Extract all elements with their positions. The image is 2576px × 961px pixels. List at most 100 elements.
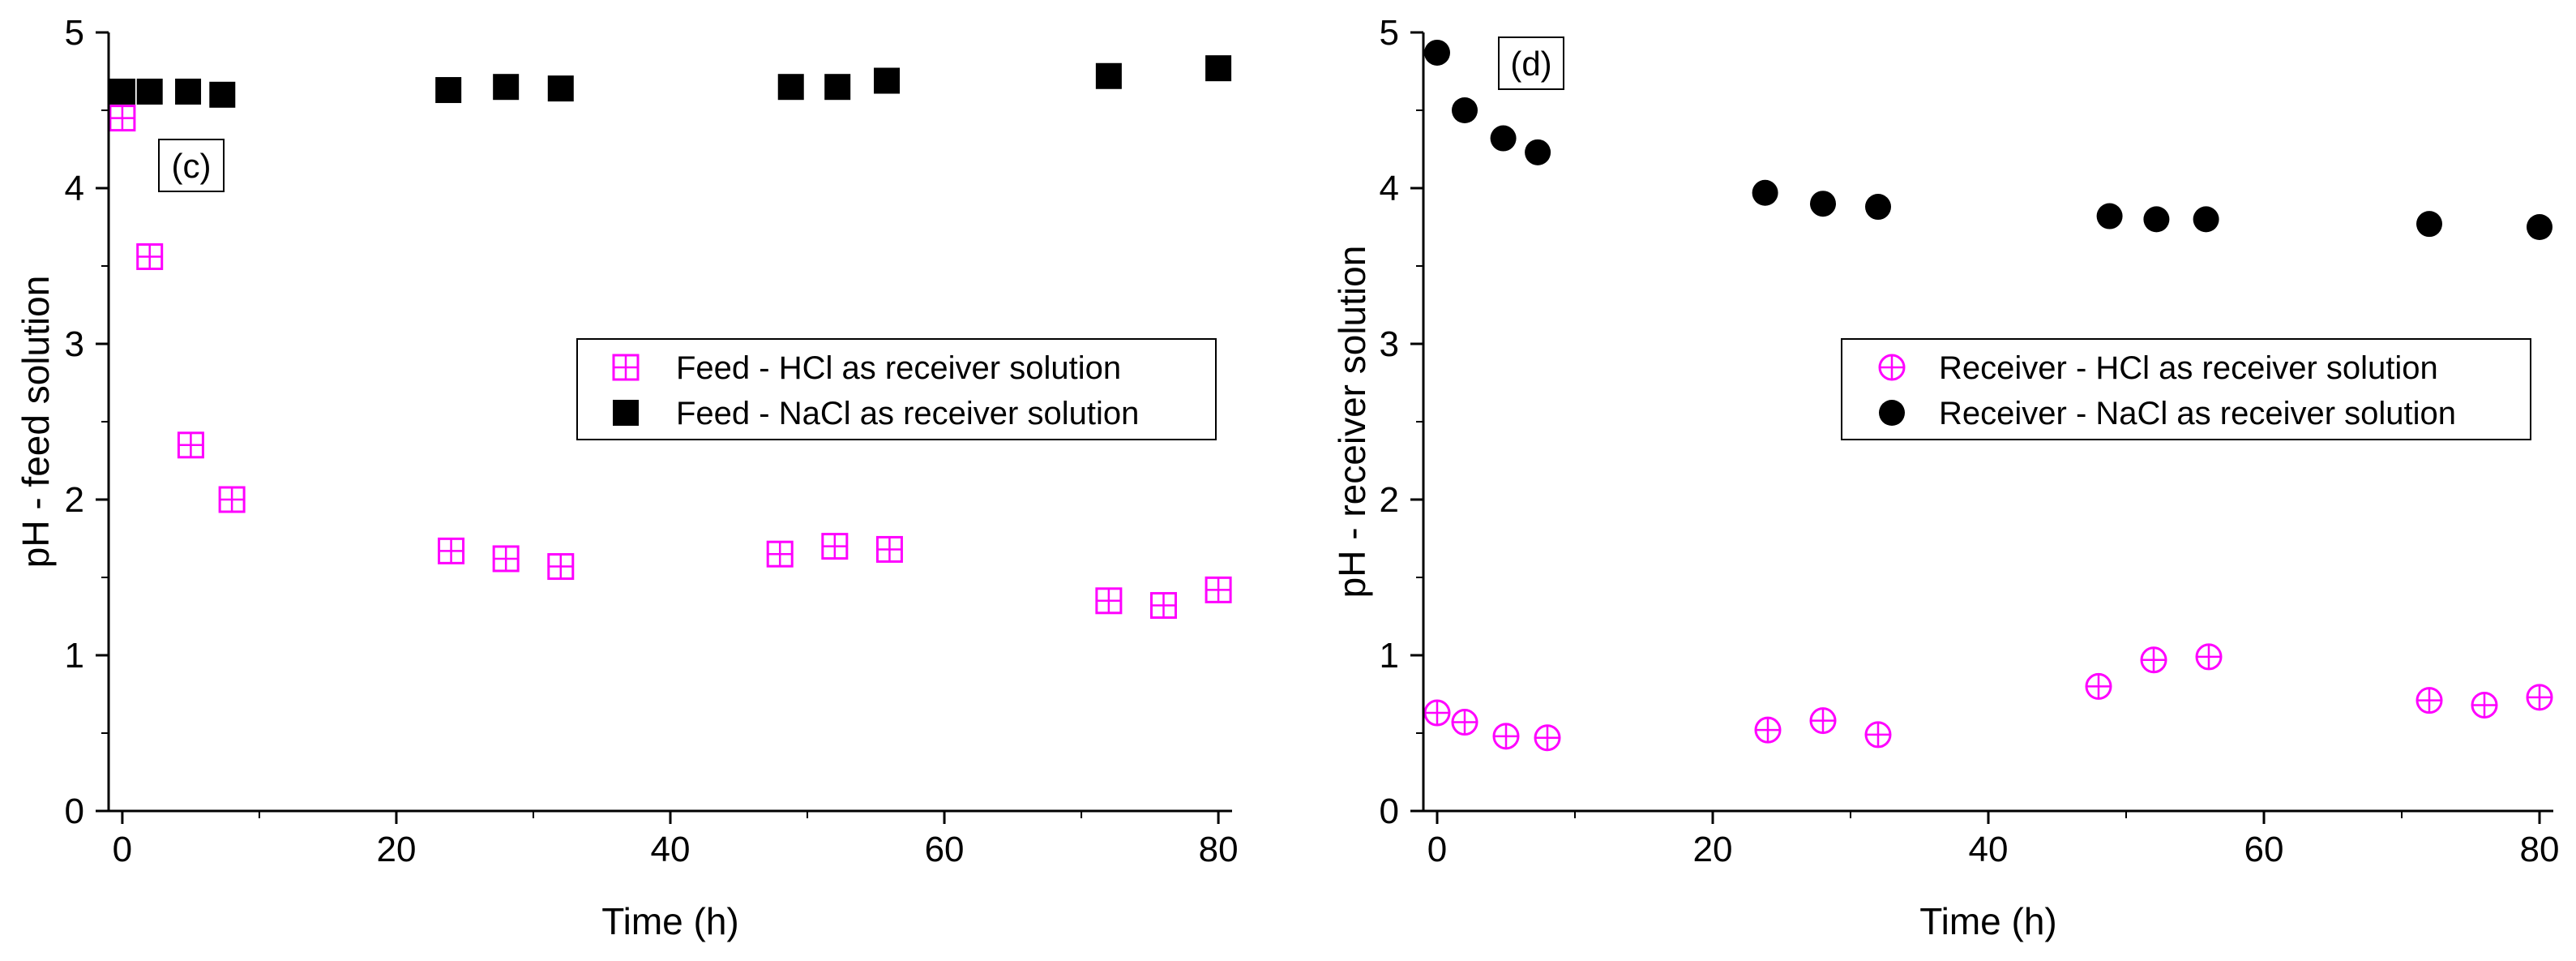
c-legend-label-nacl: Feed - NaCl as receiver solution bbox=[676, 396, 1139, 431]
c-data-point bbox=[109, 78, 135, 105]
c-y-tick-label: 3 bbox=[65, 324, 84, 364]
d-data-point bbox=[2195, 643, 2223, 671]
c-data-point bbox=[1095, 587, 1123, 615]
d-legend-symbol bbox=[1878, 354, 1906, 381]
d-legend: Receiver - HCl as receiver solution Rece… bbox=[1841, 338, 2531, 440]
d-x-tick-label: 60 bbox=[2244, 830, 2284, 869]
d-data-point bbox=[2143, 206, 2170, 233]
d-y-tick-label: 5 bbox=[1380, 13, 1399, 53]
c-legend-symbol bbox=[612, 354, 640, 381]
c-data-point bbox=[874, 67, 901, 94]
c-x-tick-label: 60 bbox=[925, 830, 965, 869]
c-series-hcl bbox=[109, 105, 1232, 620]
d-data-point bbox=[1865, 194, 1891, 221]
c-data-point bbox=[777, 74, 804, 101]
c-x-tick-label: 80 bbox=[1199, 830, 1239, 869]
c-y-tick-label: 0 bbox=[65, 792, 84, 831]
c-data-point bbox=[493, 74, 520, 101]
c-data-point bbox=[136, 78, 163, 105]
d-data-points bbox=[1423, 39, 2553, 752]
c-data-point bbox=[109, 105, 136, 132]
c-data-point bbox=[821, 533, 849, 560]
d-data-point bbox=[1490, 125, 1517, 152]
d-data-point bbox=[1452, 97, 1478, 123]
d-y-tick-label: 0 bbox=[1380, 792, 1399, 831]
d-data-point bbox=[2527, 214, 2552, 240]
panel-c: 0 1 2 3 4 5 0 20 40 60 80 Time (h) pH - feed solut… bbox=[15, 13, 1239, 942]
d-y-tick-label: 3 bbox=[1380, 324, 1399, 364]
d-data-point bbox=[1534, 724, 1561, 752]
d-legend-marker-nacl bbox=[1879, 400, 1905, 426]
d-x-tick-label: 80 bbox=[2520, 830, 2560, 869]
c-y-axis-label: pH - feed solution bbox=[15, 276, 57, 568]
d-data-point bbox=[2416, 211, 2442, 238]
d-axis-ticks: 0 1 2 3 4 5 0 20 40 60 80 bbox=[1380, 13, 2560, 869]
c-data-point bbox=[177, 431, 204, 459]
d-y-axis-label: pH - receiver solution bbox=[1331, 246, 1373, 598]
c-data-points bbox=[109, 55, 1232, 620]
d-data-point bbox=[2526, 684, 2553, 711]
c-y-tick-label: 1 bbox=[65, 636, 84, 676]
d-legend-marker-hcl bbox=[1878, 354, 1906, 381]
c-panel-label-text: (c) bbox=[172, 147, 212, 185]
d-legend-label-nacl: Receiver - NaCl as receiver solution bbox=[1939, 396, 2456, 431]
c-data-point bbox=[218, 486, 246, 513]
d-x-tick-label: 20 bbox=[1693, 830, 1733, 869]
c-x-tick-label: 40 bbox=[651, 830, 691, 869]
d-data-point bbox=[1809, 707, 1837, 735]
d-data-point bbox=[2085, 672, 2112, 700]
d-data-point bbox=[1525, 139, 1551, 165]
c-y-tick-label: 4 bbox=[65, 169, 84, 208]
c-x-axis-label: Time (h) bbox=[601, 900, 739, 942]
c-series-nacl bbox=[109, 55, 1232, 108]
d-series-nacl bbox=[1424, 39, 2552, 240]
c-data-point bbox=[1205, 576, 1232, 603]
d-data-point bbox=[1864, 721, 1892, 749]
c-data-point bbox=[1149, 592, 1177, 620]
c-data-point bbox=[1205, 55, 1232, 82]
c-legend-label-hcl: Feed - HCl as receiver solution bbox=[676, 350, 1121, 386]
d-panel-label: (d) bbox=[1498, 36, 1564, 90]
d-x-tick-label: 0 bbox=[1427, 830, 1447, 869]
c-data-point bbox=[492, 545, 520, 573]
d-data-point bbox=[1492, 723, 1520, 750]
d-data-point bbox=[2193, 206, 2219, 233]
c-data-point bbox=[435, 77, 462, 104]
d-data-point bbox=[1754, 716, 1782, 744]
d-data-point bbox=[1423, 699, 1451, 727]
d-data-point bbox=[1424, 39, 1450, 66]
d-data-point bbox=[1451, 709, 1478, 736]
c-data-point bbox=[209, 81, 236, 108]
c-data-point bbox=[547, 75, 574, 102]
c-legend-marker-nacl bbox=[613, 400, 639, 426]
c-data-point bbox=[824, 74, 851, 101]
c-legend: Feed - HCl as receiver solution Feed - N… bbox=[576, 338, 1217, 440]
panel-d: 0 1 2 3 4 5 0 20 40 60 80 Time (h) pH - receiver s… bbox=[1331, 13, 2559, 942]
d-data-point bbox=[2471, 691, 2498, 719]
c-y-tick-label: 2 bbox=[65, 480, 84, 520]
c-data-point bbox=[1095, 62, 1122, 89]
c-data-point bbox=[547, 553, 575, 581]
c-x-tick-label: 0 bbox=[113, 830, 132, 869]
c-legend-symbol bbox=[613, 400, 639, 426]
c-data-point bbox=[766, 540, 794, 568]
c-panel-label: (c) bbox=[158, 139, 225, 192]
c-data-point bbox=[175, 78, 202, 105]
d-data-point bbox=[2096, 203, 2123, 230]
d-series-hcl bbox=[1423, 643, 2553, 752]
d-data-point bbox=[2140, 646, 2167, 674]
d-data-point bbox=[2416, 687, 2443, 714]
c-axis-ticks: 0 1 2 3 4 5 0 20 40 60 80 bbox=[65, 13, 1239, 869]
c-data-point bbox=[875, 535, 903, 563]
c-x-tick-label: 20 bbox=[376, 830, 416, 869]
d-data-point bbox=[1810, 191, 1836, 217]
c-data-point bbox=[136, 242, 164, 270]
d-legend-symbol bbox=[1879, 400, 1905, 426]
d-y-tick-label: 2 bbox=[1380, 480, 1399, 520]
d-panel-label-text: (d) bbox=[1510, 45, 1551, 83]
c-data-point bbox=[438, 537, 465, 564]
d-legend-label-hcl: Receiver - HCl as receiver solution bbox=[1939, 350, 2438, 386]
d-y-tick-label: 1 bbox=[1380, 636, 1399, 676]
d-x-tick-label: 40 bbox=[1969, 830, 2009, 869]
